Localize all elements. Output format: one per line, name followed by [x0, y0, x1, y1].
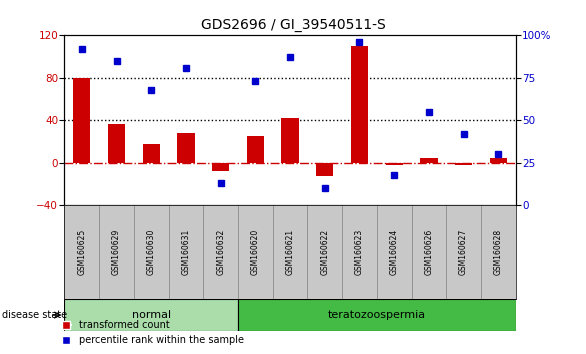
Text: GSM160627: GSM160627	[459, 229, 468, 275]
Bar	[73, 78, 90, 163]
Bar	[342, 205, 377, 299]
Bar	[272, 205, 308, 299]
Text: normal: normal	[132, 310, 171, 320]
Text: GSM160626: GSM160626	[424, 229, 434, 275]
Bar	[238, 299, 516, 331]
Text: GSM160620: GSM160620	[251, 229, 260, 275]
Bar	[377, 205, 411, 299]
Bar	[316, 163, 333, 176]
Bar	[212, 163, 229, 171]
Bar	[490, 158, 507, 163]
Bar	[203, 205, 238, 299]
Bar	[134, 205, 169, 299]
Bar	[281, 118, 299, 163]
Bar	[99, 205, 134, 299]
Bar	[142, 144, 160, 163]
Text: GDS2696 / GI_39540511-S: GDS2696 / GI_39540511-S	[200, 18, 386, 32]
Bar	[169, 205, 203, 299]
Bar	[411, 205, 447, 299]
Bar	[64, 205, 99, 299]
Text: GSM160629: GSM160629	[112, 229, 121, 275]
Text: GSM160630: GSM160630	[146, 229, 156, 275]
Bar	[351, 46, 368, 163]
Bar	[420, 158, 438, 163]
Bar	[247, 136, 264, 163]
Text: disease state: disease state	[2, 310, 67, 320]
Text: GSM160625: GSM160625	[77, 229, 86, 275]
Text: GSM160623: GSM160623	[355, 229, 364, 275]
Bar	[447, 205, 481, 299]
Text: teratozoospermia: teratozoospermia	[328, 310, 426, 320]
Bar	[481, 205, 516, 299]
Text: GSM160628: GSM160628	[494, 229, 503, 275]
Text: GSM160631: GSM160631	[182, 229, 190, 275]
Bar	[308, 205, 342, 299]
Text: GSM160632: GSM160632	[216, 229, 225, 275]
Legend: transformed count, percentile rank within the sample: transformed count, percentile rank withi…	[57, 316, 248, 349]
Bar	[238, 205, 272, 299]
Bar	[108, 124, 125, 163]
Bar	[177, 133, 195, 163]
Bar	[455, 163, 472, 165]
Text: GSM160622: GSM160622	[321, 229, 329, 275]
Text: GSM160624: GSM160624	[390, 229, 398, 275]
Text: GSM160621: GSM160621	[285, 229, 295, 275]
Bar	[64, 299, 238, 331]
Bar	[386, 163, 403, 165]
